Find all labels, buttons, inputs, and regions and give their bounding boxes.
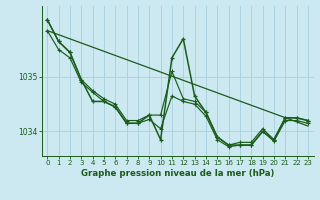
X-axis label: Graphe pression niveau de la mer (hPa): Graphe pression niveau de la mer (hPa): [81, 169, 274, 178]
